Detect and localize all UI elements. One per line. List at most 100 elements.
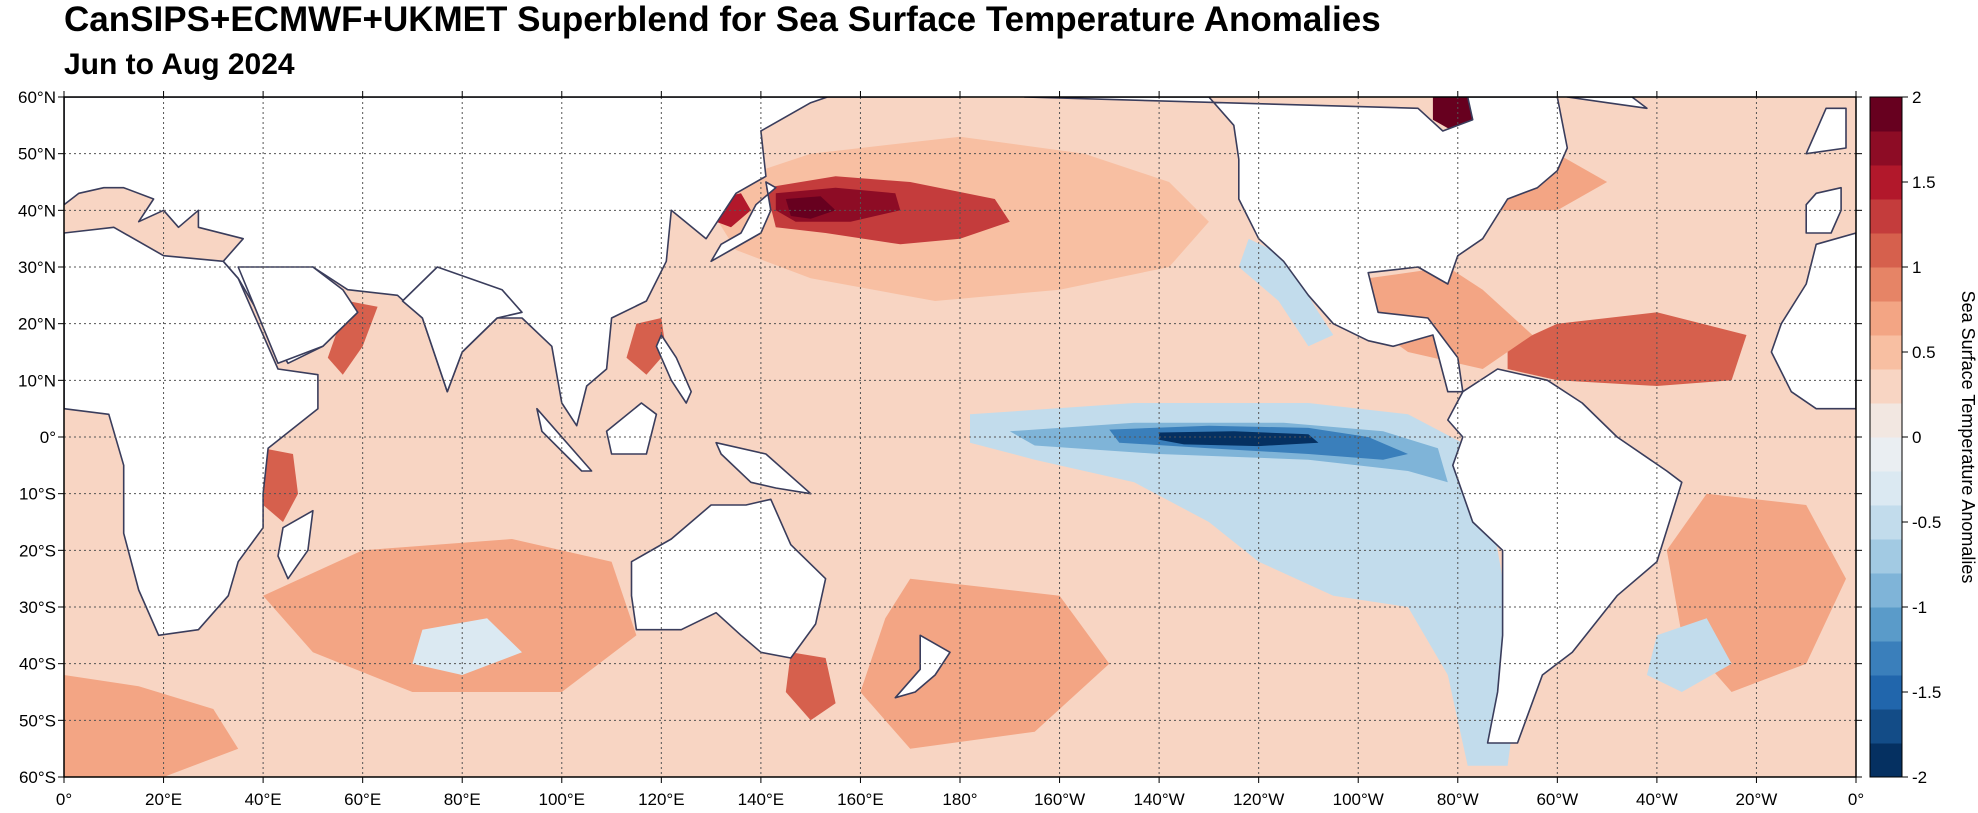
colorbar-swatch	[1870, 165, 1902, 200]
land-west-africa	[1770, 232, 1856, 410]
land-layer	[64, 97, 1856, 744]
lat-tick-label: 40°N	[18, 201, 56, 220]
land-north-america	[1023, 97, 1569, 393]
colorbar-swatch	[1870, 369, 1902, 404]
anomaly-indian-ocean-cool-patch	[412, 618, 522, 675]
colorbar-tick-label: 1	[1912, 258, 1921, 277]
lon-tick-label: 0°	[56, 790, 72, 809]
lon-tick-label: 40°E	[245, 790, 282, 809]
map-area	[64, 97, 1856, 777]
colorbar-tick-label: -1	[1912, 598, 1927, 617]
land-australia	[630, 498, 827, 659]
lon-tick-label: 20°W	[1736, 790, 1778, 809]
land-arabia	[237, 266, 359, 365]
land-philippines	[655, 334, 693, 404]
colorbar-label: Sea Surface Temperature Anomalies	[1958, 291, 1978, 584]
lon-tick-label: 100°E	[539, 790, 586, 809]
colorbar-swatch	[1870, 301, 1902, 336]
lon-tick-label: 80°W	[1437, 790, 1479, 809]
longitude-axis: 0° 20°E 40°E 60°E 80°E 100°E 120°E 140°E 160°E 18…	[56, 91, 1864, 809]
anomaly-gulf-mexico-caribbean-warm	[1368, 267, 1533, 369]
anomaly-tasman-warm	[785, 652, 836, 721]
lon-tick-label: 140°E	[738, 790, 785, 809]
colorbar-swatch	[1870, 403, 1902, 438]
colorbar-swatch	[1870, 437, 1902, 472]
lat-tick-label: 30°N	[18, 258, 56, 277]
colorbar-swatch	[1870, 641, 1902, 676]
colorbar-tick-label: 1.5	[1912, 173, 1936, 192]
lat-tick-label: 0°	[40, 428, 56, 447]
lat-tick-label: 40°S	[19, 655, 56, 674]
lon-tick-label: 180°	[942, 790, 977, 809]
colorbar-swatch	[1870, 743, 1902, 778]
anomaly-tropical-atlantic-warm	[1507, 312, 1747, 386]
lat-tick-label: 20°N	[18, 315, 56, 334]
lon-tick-label: 60°E	[344, 790, 381, 809]
land-british-isles	[1805, 107, 1847, 155]
land-iberia-west	[1805, 186, 1842, 234]
anomaly-indian-ocean-south-warm	[263, 539, 637, 692]
land-india	[401, 266, 523, 393]
anomaly-kuroshio-extension-peak	[785, 196, 836, 219]
colorbar-swatch	[1870, 539, 1902, 574]
lon-tick-label: 160°W	[1034, 790, 1085, 809]
anomaly-south-atlantic-cool-patch	[1646, 618, 1732, 692]
colorbar-swatch	[1870, 233, 1902, 268]
lon-tick-label: 120°E	[638, 790, 685, 809]
anomaly-california-coast-cool	[1238, 238, 1334, 347]
land-greenland-edge	[1566, 97, 1648, 110]
land-sumatra	[536, 407, 593, 472]
latitude-axis: 60°N 50°N 40°N 30°N 20°N 10°N 0° 10°S 20°S 30°S 40…	[18, 88, 1862, 787]
anomaly-south-china-sea-warm	[626, 318, 667, 375]
lon-tick-label: 80°E	[444, 790, 481, 809]
lon-tick-label: 40°W	[1636, 790, 1678, 809]
land-madagascar	[277, 509, 314, 580]
lat-tick-label: 60°S	[19, 768, 56, 787]
lon-tick-label: 0°	[1848, 790, 1864, 809]
lat-tick-label: 50°N	[18, 145, 56, 164]
land-south-america	[1447, 368, 1683, 744]
lon-tick-label: 140°W	[1134, 790, 1185, 809]
colorbar-swatch	[1870, 335, 1902, 370]
land-japan	[710, 181, 777, 263]
anomaly-arabian-sea-warm	[327, 301, 378, 375]
anomaly-east-africa-coast-warm	[263, 448, 298, 522]
colorbar-swatch	[1870, 573, 1902, 608]
colorbar-tick-label: 0.5	[1912, 343, 1936, 362]
lat-tick-label: 30°S	[19, 598, 56, 617]
page-title: CanSIPS+ECMWF+UKMET Superblend for Sea S…	[64, 0, 1381, 39]
colorbar-tick-label: -1.5	[1912, 683, 1941, 702]
lat-tick-label: 20°S	[19, 541, 56, 560]
colorbar-tick-label: -0.5	[1912, 513, 1941, 532]
colorbar-swatch	[1870, 675, 1902, 710]
lat-tick-label: 10°S	[19, 485, 56, 504]
lat-tick-label: 60°N	[18, 88, 56, 107]
colorbar-tick-label: -2	[1912, 768, 1927, 787]
colorbar: 2 1.5 1 0.5 0 -0.5 -1 -1.5 -2 Sea Surface Tempera…	[1869, 88, 1978, 787]
lon-tick-label: 120°W	[1233, 790, 1284, 809]
colorbar-swatch	[1870, 607, 1902, 642]
lon-tick-label: 160°E	[837, 790, 884, 809]
anomaly-southern-ocean-warm-west	[64, 675, 239, 777]
colorbar-swatch	[1870, 267, 1902, 302]
colorbar-tick-label: 2	[1912, 88, 1921, 107]
anomaly-hudson-bay-warm	[1432, 97, 1473, 131]
land-borneo	[605, 402, 658, 455]
colorbar-swatch	[1870, 471, 1902, 506]
colorbar-swatch	[1870, 131, 1902, 166]
colorbar-swatch	[1870, 709, 1902, 744]
colorbar-swatch	[1870, 199, 1902, 234]
lon-tick-label: 60°W	[1536, 790, 1578, 809]
lon-tick-label: 100°W	[1333, 790, 1384, 809]
land-new-guinea	[715, 441, 812, 495]
land-new-zealand	[894, 634, 951, 699]
anomaly-equatorial-cool-core	[1159, 431, 1319, 447]
lat-tick-label: 10°N	[18, 371, 56, 390]
colorbar-tick-label: 0	[1912, 428, 1921, 447]
lon-tick-label: 20°E	[145, 790, 182, 809]
lat-tick-label: 50°S	[19, 711, 56, 730]
colorbar-swatch	[1870, 97, 1902, 132]
page-subtitle: Jun to Aug 2024	[64, 48, 295, 81]
gridlines	[64, 97, 1856, 777]
